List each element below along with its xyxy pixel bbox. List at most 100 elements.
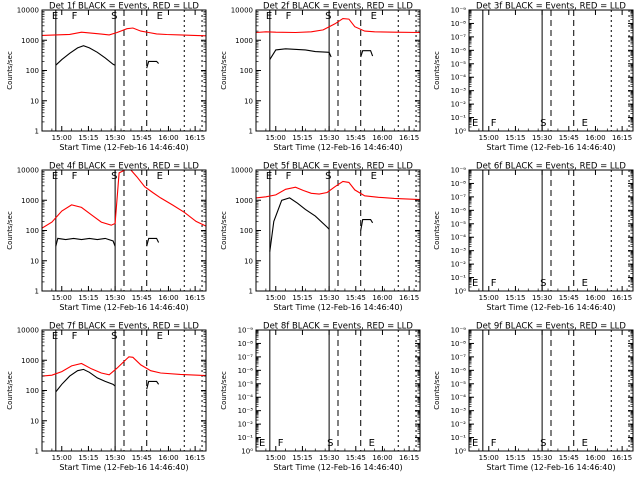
y-tick-label: 10⁻⁸: [451, 340, 467, 348]
lld-trace: [42, 27, 206, 37]
y-tick-label: 1: [249, 288, 253, 296]
x-tick-label: 16:15: [612, 294, 632, 302]
panel-det-8: Det 8f BLACK = Events, RED = LLD E F S E 10⁰ 1…: [220, 322, 421, 472]
x-tick-label: 15:30: [532, 454, 552, 462]
y-tick-label: 1000: [21, 197, 39, 205]
y-tick-label: 10⁻³: [451, 247, 467, 255]
y-tick-label: 10⁻⁴: [451, 394, 467, 402]
y-tick-label: 10000: [231, 167, 253, 175]
interval-letter: F: [72, 331, 78, 342]
x-tick-label: 15:00: [52, 294, 72, 302]
y-axis-label: Counts/sec: [220, 51, 228, 90]
interval-letter: E: [52, 171, 58, 182]
x-tick-label: 15:00: [266, 294, 286, 302]
y-tick-label: 10⁻⁹: [451, 7, 467, 15]
y-tick-label: 10⁻⁵: [451, 220, 467, 228]
y-tick-label: 10⁻⁶: [451, 47, 467, 55]
y-axis-label: Counts/sec: [6, 211, 14, 250]
x-tick-label: 15:30: [319, 294, 339, 302]
interval-letter: E: [266, 11, 272, 22]
events-trace: [146, 60, 159, 69]
x-tick-label: 15:00: [479, 294, 499, 302]
interval-letter: E: [157, 331, 163, 342]
events-trace: [269, 197, 330, 252]
y-tick-label: 10: [244, 97, 253, 105]
interval-letter: F: [286, 171, 292, 182]
interval-letter: E: [371, 11, 377, 22]
y-tick-label: 10⁰: [454, 128, 466, 136]
y-tick-label: 10⁻¹: [451, 114, 467, 122]
y-tick-label: 10⁻⁶: [451, 207, 467, 215]
x-tick-label: 15:15: [505, 134, 525, 142]
events-trace: [55, 45, 116, 66]
x-tick-label: 15:45: [132, 134, 152, 142]
x-tick-label: 16:15: [185, 134, 205, 142]
x-tick-label: 16:15: [185, 294, 205, 302]
x-axis-label: Start Time (12-Feb-16 14:46:40): [59, 143, 188, 152]
x-tick-label: 15:45: [559, 294, 579, 302]
interval-letter: E: [266, 171, 272, 182]
x-tick-label: 15:45: [559, 134, 579, 142]
interval-letter: E: [371, 171, 377, 182]
x-tick-label: 16:00: [585, 454, 605, 462]
y-axis-label: Counts/sec: [6, 371, 14, 410]
y-tick-label: 10: [30, 257, 39, 265]
x-tick-label: 16:15: [612, 454, 632, 462]
y-tick-label: 100: [240, 67, 253, 75]
y-tick-label: 1: [35, 288, 39, 296]
y-tick-label: 10⁰: [454, 448, 466, 456]
y-tick-label: 10⁻²: [238, 421, 254, 429]
y-tick-label: 100: [26, 387, 39, 395]
y-tick-label: 10000: [17, 167, 39, 175]
x-tick-label: 16:15: [399, 294, 419, 302]
y-axis-label: Counts/sec: [220, 371, 228, 410]
x-axis-label: Start Time (12-Feb-16 14:46:40): [486, 303, 615, 312]
y-axis-label: Counts/sec: [433, 51, 441, 90]
y-tick-label: 10⁻¹: [238, 434, 254, 442]
x-tick-label: 15:30: [105, 454, 125, 462]
y-tick-label: 10⁻⁷: [238, 353, 254, 361]
x-axis-label: Start Time (12-Feb-16 14:46:40): [273, 303, 402, 312]
interval-letter: E: [582, 438, 588, 449]
x-tick-label: 15:00: [266, 134, 286, 142]
x-tick-label: 16:15: [612, 134, 632, 142]
y-tick-label: 10⁻⁷: [451, 33, 467, 41]
y-tick-label: 10⁻⁴: [238, 394, 254, 402]
interval-letter: F: [491, 118, 497, 129]
panel-title: Det 5f BLACK = Events, RED = LLD: [263, 162, 413, 172]
events-trace: [146, 380, 160, 390]
x-tick-label: 16:00: [158, 454, 178, 462]
x-tick-label: 16:00: [158, 134, 178, 142]
interval-letter: S: [540, 438, 546, 449]
y-tick-label: 100: [26, 67, 39, 75]
x-tick-label: 15:00: [52, 134, 72, 142]
interval-letter: E: [52, 331, 58, 342]
y-tick-label: 10⁰: [454, 288, 466, 296]
y-tick-label: 10: [30, 97, 39, 105]
y-tick-label: 1000: [235, 197, 253, 205]
interval-letter: E: [259, 438, 265, 449]
x-tick-label: 15:45: [346, 454, 366, 462]
interval-letter: S: [325, 11, 331, 22]
x-tick-label: 15:00: [266, 454, 286, 462]
interval-letter: E: [472, 438, 478, 449]
interval-letter: F: [491, 278, 497, 289]
x-tick-label: 15:45: [346, 294, 366, 302]
y-tick-label: 10⁻⁷: [451, 353, 467, 361]
y-tick-label: 1: [35, 128, 39, 136]
interval-letter: F: [278, 438, 284, 449]
x-tick-label: 15:30: [532, 134, 552, 142]
interval-letter: E: [582, 118, 588, 129]
x-tick-label: 16:00: [372, 454, 392, 462]
y-tick-label: 10⁻⁸: [451, 180, 467, 188]
y-axis-label: Counts/sec: [220, 211, 228, 250]
interval-letter: E: [472, 278, 478, 289]
interval-letter: S: [540, 118, 546, 129]
y-tick-label: 10⁻²: [451, 421, 467, 429]
x-axis-label: Start Time (12-Feb-16 14:46:40): [59, 463, 188, 472]
x-tick-label: 15:15: [505, 294, 525, 302]
x-tick-label: 15:45: [346, 134, 366, 142]
interval-letter: F: [72, 11, 78, 22]
y-tick-label: 10⁰: [241, 448, 253, 456]
